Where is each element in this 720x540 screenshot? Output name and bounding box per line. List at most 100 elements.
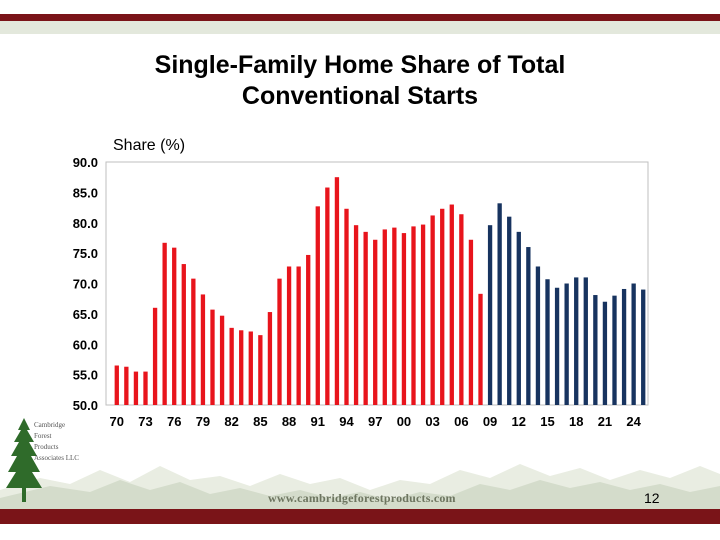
x-tick-label: 09 xyxy=(483,414,497,429)
bar-historical-1973 xyxy=(143,371,148,405)
y-tick-label: 50.0 xyxy=(73,398,98,413)
bar-historical-2004 xyxy=(440,208,445,405)
y-tick-label: 60.0 xyxy=(73,337,98,352)
bar-projection-2017 xyxy=(564,283,569,405)
y-axis-label: Share (%) xyxy=(113,137,186,154)
x-tick-label: 82 xyxy=(224,414,238,429)
bar-historical-1977 xyxy=(181,264,186,405)
x-tick-label: 21 xyxy=(598,414,612,429)
bar-historical-1976 xyxy=(172,247,177,405)
company-logo xyxy=(6,418,42,502)
bar-projection-2010 xyxy=(497,203,502,405)
bar-historical-1994 xyxy=(344,208,349,405)
y-tick-label: 70.0 xyxy=(73,277,98,292)
bar-historical-1998 xyxy=(382,229,387,405)
bar-historical-1985 xyxy=(258,335,263,405)
bar-projection-2012 xyxy=(516,231,521,405)
top-header-band xyxy=(0,21,720,34)
logo-line-3: Products xyxy=(34,443,59,451)
bar-projection-2011 xyxy=(507,216,512,405)
x-tick-label: 06 xyxy=(454,414,468,429)
bar-historical-1999 xyxy=(392,227,397,405)
bar-projection-2023 xyxy=(621,288,627,405)
bar-historical-1988 xyxy=(286,266,292,405)
y-tick-label: 55.0 xyxy=(73,368,98,383)
bars-group xyxy=(114,177,646,405)
x-tick-label: 24 xyxy=(626,414,641,429)
x-tick-label: 73 xyxy=(138,414,152,429)
logo-line-2: Forest xyxy=(34,432,52,440)
bar-historical-1970 xyxy=(114,365,119,405)
bar-historical-2005 xyxy=(449,204,454,405)
logo-text: Cambridge Forest Products Associates LLC xyxy=(34,420,79,464)
x-tick-label: 88 xyxy=(282,414,296,429)
bar-projection-2024 xyxy=(631,283,636,405)
x-tick-label: 91 xyxy=(311,414,325,429)
bar-historical-1971 xyxy=(124,366,129,405)
y-tick-label: 80.0 xyxy=(73,216,98,231)
bar-historical-1984 xyxy=(248,331,253,405)
bottom-accent-bar xyxy=(0,509,720,524)
x-tick-label: 18 xyxy=(569,414,583,429)
page-number: 12 xyxy=(644,490,660,506)
top-accent-bar xyxy=(0,14,720,21)
bar-historical-1979 xyxy=(200,294,206,405)
slide-title-line-2: Conventional Starts xyxy=(241,82,479,110)
bar-projection-2016 xyxy=(554,287,560,405)
slide-title-line-1: Single-Family Home Share of Total xyxy=(154,51,566,79)
bar-chart: 90.0 85.0 80.0 75.0 70.0 65.0 60.0 55.0 50.0 70 7… xyxy=(73,155,649,429)
x-tick-label: 97 xyxy=(368,414,382,429)
bar-historical-1986 xyxy=(267,312,273,405)
y-axis-ticks: 90.0 85.0 80.0 75.0 70.0 65.0 60.0 55.0 50.0 xyxy=(73,155,98,413)
bar-historical-1995 xyxy=(353,225,359,405)
x-tick-label: 70 xyxy=(110,414,124,429)
x-tick-label: 76 xyxy=(167,414,181,429)
bar-historical-1990 xyxy=(306,254,311,405)
mountain-decoration xyxy=(0,464,720,512)
bar-projection-2020 xyxy=(593,295,598,405)
bar-historical-2008 xyxy=(478,293,483,405)
x-tick-label: 94 xyxy=(339,414,354,429)
x-tick-label: 12 xyxy=(512,414,526,429)
bar-historical-2002 xyxy=(420,224,426,405)
slide-title: Single-Family Home Share of Total Conven… xyxy=(60,50,660,112)
bar-projection-2018 xyxy=(574,277,579,405)
bar-projection-2014 xyxy=(535,266,541,405)
bar-historical-2007 xyxy=(468,239,474,405)
bar-projection-2015 xyxy=(545,279,550,405)
logo-line-4: Associates LLC xyxy=(34,454,79,462)
bar-historical-1980 xyxy=(210,309,215,405)
bar-historical-1975 xyxy=(162,242,167,405)
footer-url[interactable]: www.cambridgeforestproducts.com xyxy=(268,491,456,505)
x-tick-label: 03 xyxy=(425,414,439,429)
bar-historical-1991 xyxy=(315,206,320,405)
x-tick-label: 00 xyxy=(397,414,411,429)
y-tick-label: 65.0 xyxy=(73,307,98,322)
y-tick-label: 90.0 xyxy=(73,155,98,170)
bar-historical-1978 xyxy=(191,278,196,405)
bar-historical-1993 xyxy=(334,177,340,405)
bar-projection-2021 xyxy=(602,301,608,405)
x-tick-label: 15 xyxy=(540,414,554,429)
bar-historical-2006 xyxy=(459,214,464,405)
bar-historical-2003 xyxy=(430,215,435,405)
bar-historical-1997 xyxy=(373,239,378,405)
y-tick-label: 85.0 xyxy=(73,185,98,200)
bar-historical-1983 xyxy=(239,330,244,405)
bar-historical-1981 xyxy=(219,315,225,405)
y-tick-label: 75.0 xyxy=(73,246,98,261)
bar-projection-2025 xyxy=(641,289,646,405)
bar-projection-2022 xyxy=(612,295,617,405)
bar-historical-2001 xyxy=(411,226,416,405)
bar-historical-1989 xyxy=(296,266,301,405)
x-tick-label: 85 xyxy=(253,414,267,429)
bar-historical-1996 xyxy=(363,231,368,405)
tree-icon xyxy=(6,418,42,502)
x-axis-ticks: 70 73 76 79 82 85 88 91 94 97 00 03 06 09 12 15 18 21 24 xyxy=(110,414,642,429)
bar-historical-2000 xyxy=(401,233,407,405)
bar-historical-1982 xyxy=(229,327,234,405)
bar-historical-1972 xyxy=(133,371,139,405)
logo-line-1: Cambridge xyxy=(34,421,66,429)
bar-historical-1987 xyxy=(277,278,282,405)
bar-projection-2019 xyxy=(583,277,588,405)
